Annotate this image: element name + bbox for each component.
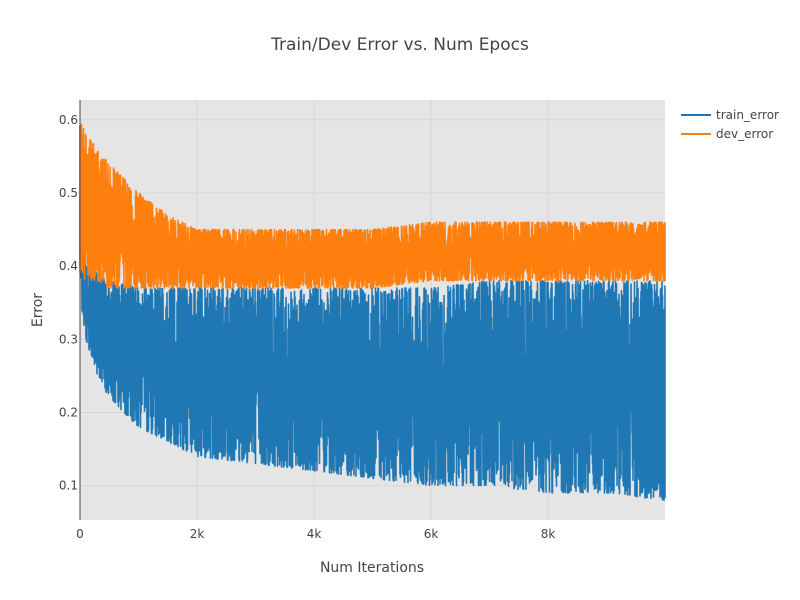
y-tick-label: 0.4 xyxy=(59,259,78,273)
legend-label: train_error xyxy=(716,108,779,122)
series-train-error xyxy=(79,125,666,501)
x-tick-label: 8k xyxy=(541,527,556,541)
series-line xyxy=(79,123,666,289)
x-tick-label: 2k xyxy=(190,527,205,541)
x-axis-title: Num Iterations xyxy=(320,560,424,576)
y-tick-label: 0.5 xyxy=(59,186,78,200)
y-tick-label: 0.6 xyxy=(59,113,78,127)
series-line xyxy=(79,125,666,501)
chart-title: Train/Dev Error vs. Num Epocs xyxy=(270,35,529,55)
y-tick-label: 0.3 xyxy=(59,332,78,346)
y-axis-title: Error xyxy=(30,293,46,327)
x-tick-label: 0 xyxy=(76,527,84,541)
x-tick-label: 6k xyxy=(424,527,439,541)
y-tick-label: 0.1 xyxy=(59,479,78,493)
x-axis-ticks: 0 2k 4k 6k 8k xyxy=(76,527,555,541)
series-dev-error xyxy=(79,123,666,289)
x-tick-label: 4k xyxy=(307,527,322,541)
legend: train_error dev_error xyxy=(681,108,779,141)
y-tick-label: 0.2 xyxy=(59,405,78,419)
series-layer xyxy=(79,123,666,501)
legend-label: dev_error xyxy=(716,127,773,141)
y-axis-ticks: 0.1 0.2 0.3 0.4 0.5 0.6 xyxy=(59,113,78,493)
